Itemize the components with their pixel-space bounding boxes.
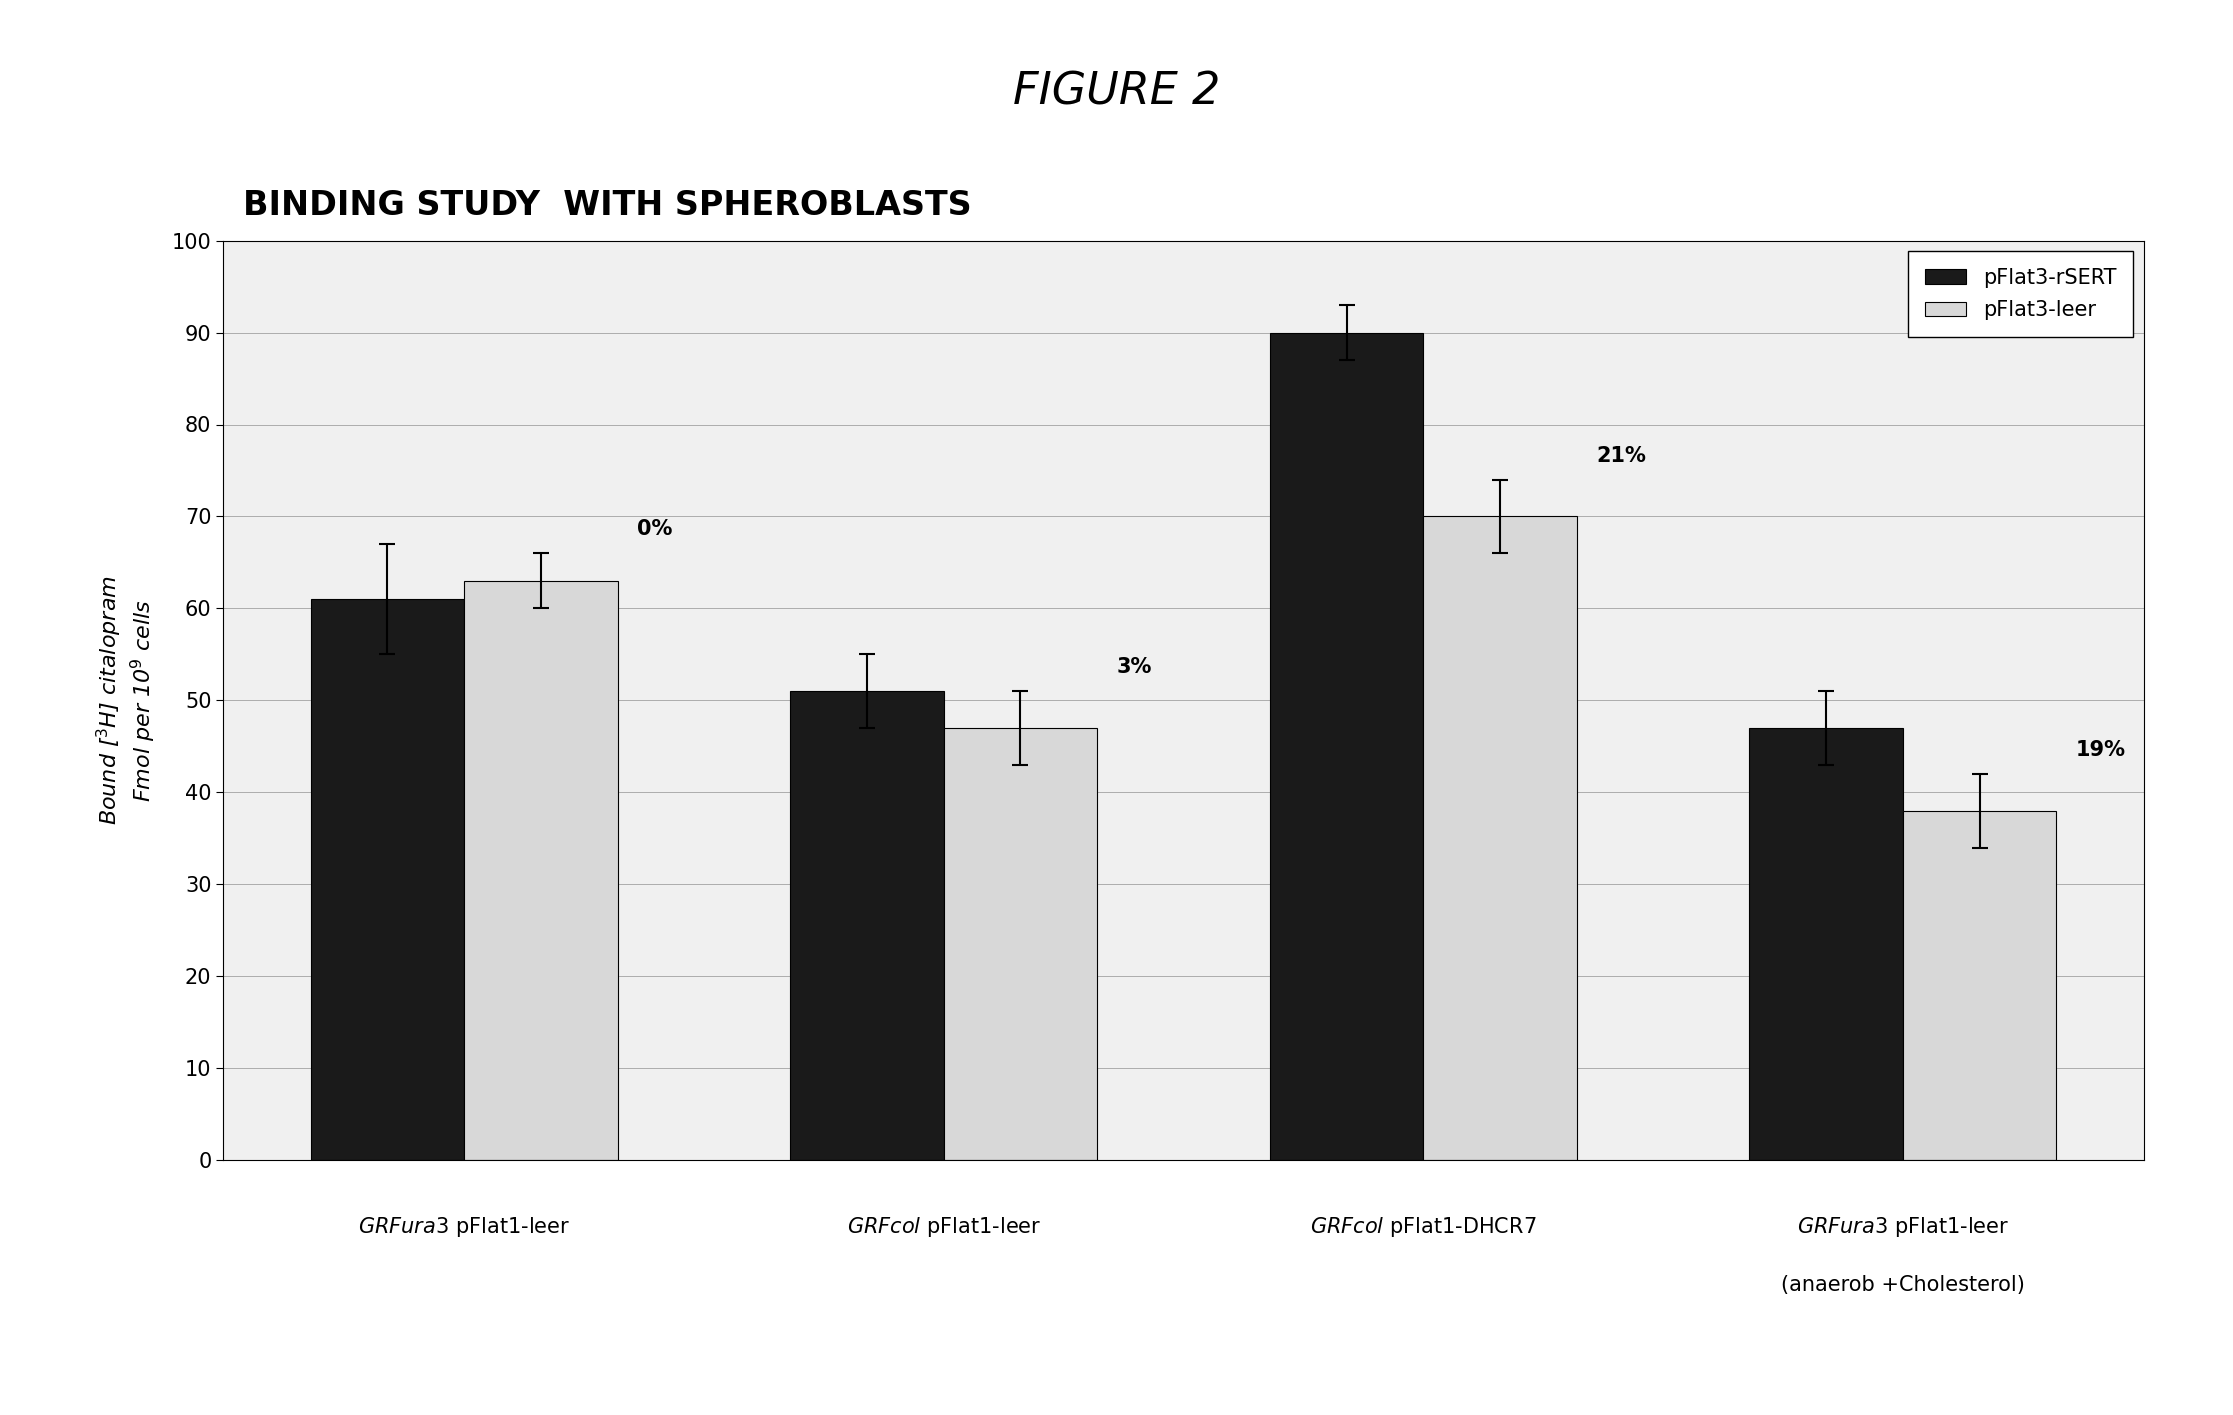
Bar	[1748, 729, 1903, 1160]
Text: BINDING STUDY  WITH SPHEROBLASTS: BINDING STUDY WITH SPHEROBLASTS	[243, 188, 971, 222]
Text: 3%: 3%	[1116, 658, 1152, 678]
Text: (anaerob +Cholesterol): (anaerob +Cholesterol)	[1782, 1275, 2025, 1295]
Y-axis label: Bound [$^3$H] citalopram
Fmol per 10$^9$ cells: Bound [$^3$H] citalopram Fmol per 10$^9$…	[96, 576, 159, 825]
Bar	[945, 729, 1096, 1160]
Text: 0%: 0%	[636, 519, 672, 539]
Text: $\mathit{GRFcol}$ pFlat1-leer: $\mathit{GRFcol}$ pFlat1-leer	[846, 1215, 1041, 1240]
Bar	[1271, 333, 1422, 1160]
Text: FIGURE 2: FIGURE 2	[1014, 71, 1219, 113]
Text: $\mathit{GRFura3}$ pFlat1-leer: $\mathit{GRFura3}$ pFlat1-leer	[357, 1215, 569, 1240]
Text: $\mathit{GRFcol}$ pFlat1-DHCR7: $\mathit{GRFcol}$ pFlat1-DHCR7	[1311, 1215, 1536, 1240]
Legend: pFlat3-rSERT, pFlat3-leer: pFlat3-rSERT, pFlat3-leer	[1907, 250, 2133, 337]
Bar	[464, 582, 619, 1160]
Bar	[1903, 811, 2057, 1160]
Text: 21%: 21%	[1597, 446, 1646, 466]
Text: 19%: 19%	[2077, 740, 2126, 760]
Bar	[310, 600, 464, 1160]
Bar	[1422, 516, 1576, 1160]
Bar	[790, 692, 945, 1160]
Text: $\mathit{GRFura3}$ pFlat1-leer: $\mathit{GRFura3}$ pFlat1-leer	[1798, 1215, 2010, 1240]
